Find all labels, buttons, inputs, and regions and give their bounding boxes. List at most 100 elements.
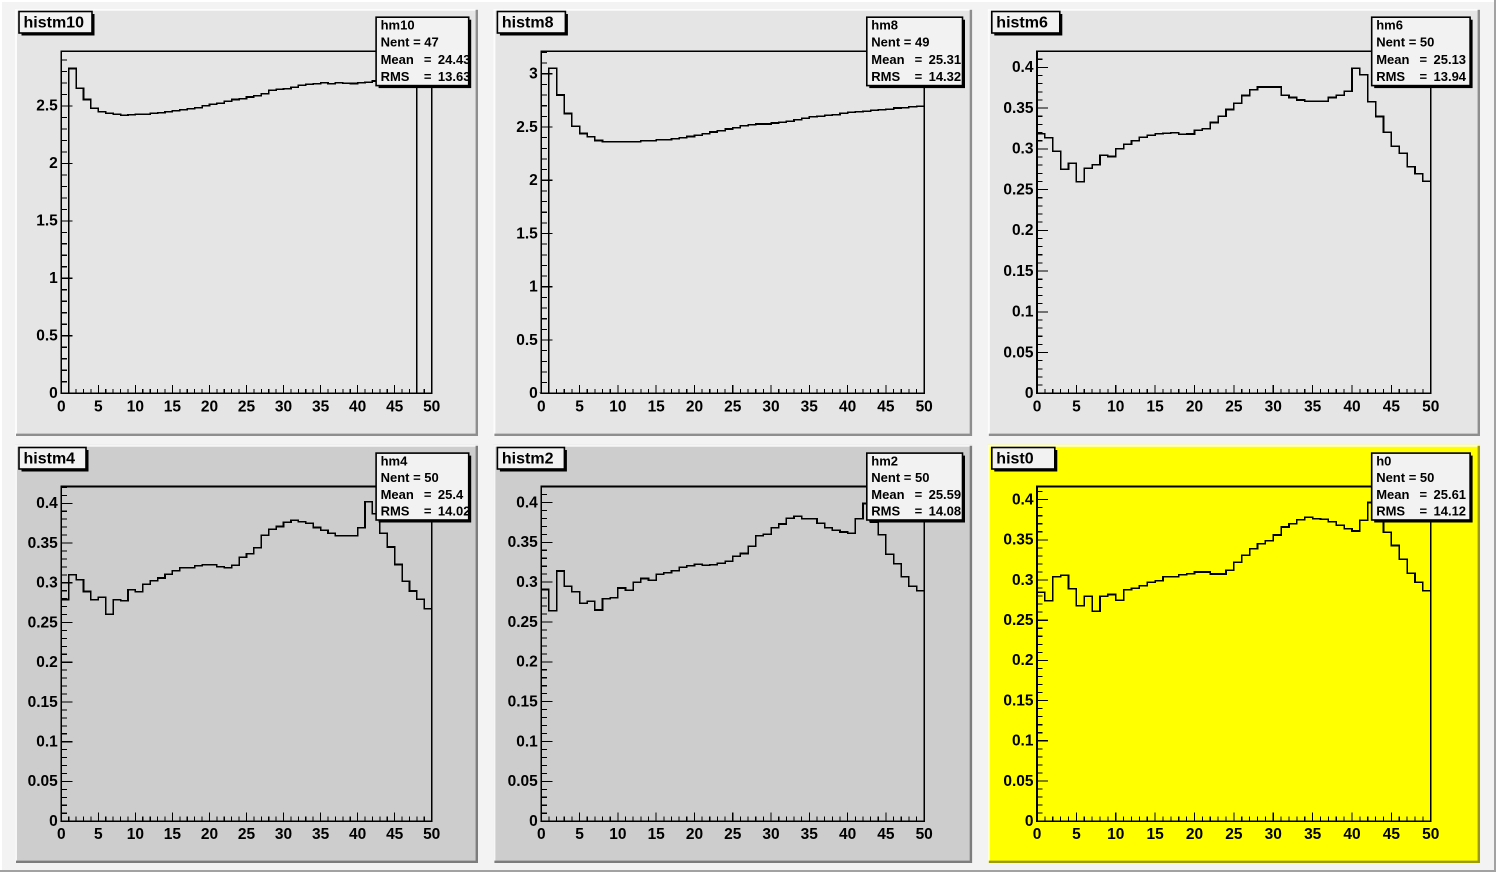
svg-text:1: 1 (529, 279, 538, 296)
svg-text:=: = (1420, 504, 1428, 519)
svg-text:0: 0 (57, 826, 66, 843)
svg-text:Mean: Mean (1376, 52, 1409, 67)
svg-text:20: 20 (201, 826, 218, 843)
svg-text:=: = (424, 487, 432, 502)
svg-text:1.5: 1.5 (36, 213, 58, 230)
svg-text:0.05: 0.05 (1003, 773, 1034, 790)
svg-text:0.05: 0.05 (1003, 344, 1034, 361)
svg-text:35: 35 (312, 826, 330, 843)
svg-text:1.5: 1.5 (516, 225, 538, 242)
svg-text:0.4: 0.4 (1012, 491, 1034, 508)
svg-text:hm2: hm2 (871, 454, 898, 469)
svg-text:20: 20 (686, 398, 703, 415)
svg-text:0: 0 (537, 398, 546, 415)
svg-text:RMS: RMS (871, 69, 900, 84)
svg-text:50: 50 (916, 398, 933, 415)
svg-text:RMS: RMS (1376, 504, 1405, 519)
svg-text:45: 45 (386, 826, 404, 843)
svg-text:0.4: 0.4 (36, 495, 58, 512)
svg-text:=: = (915, 52, 923, 67)
svg-text:30: 30 (1265, 398, 1282, 415)
svg-text:30: 30 (275, 826, 292, 843)
svg-text:=: = (424, 69, 432, 84)
svg-text:13.94: 13.94 (1434, 69, 1467, 84)
svg-text:0.15: 0.15 (1003, 692, 1034, 709)
svg-text:30: 30 (1265, 826, 1282, 843)
svg-text:Mean: Mean (871, 52, 904, 67)
svg-text:15: 15 (164, 398, 182, 415)
svg-text:=: = (915, 69, 923, 84)
svg-text:0.05: 0.05 (508, 773, 539, 790)
svg-text:0.2: 0.2 (1012, 222, 1034, 239)
svg-text:25: 25 (238, 826, 256, 843)
svg-text:10: 10 (1107, 398, 1124, 415)
svg-text:h0: h0 (1376, 454, 1391, 469)
svg-text:Nent = 47: Nent = 47 (381, 35, 439, 50)
svg-text:50: 50 (916, 826, 933, 843)
svg-text:0: 0 (1033, 398, 1042, 415)
svg-text:histm2: histm2 (502, 451, 554, 468)
svg-text:50: 50 (1422, 398, 1439, 415)
svg-text:20: 20 (1186, 826, 1203, 843)
svg-text:50: 50 (1422, 826, 1439, 843)
svg-text:0.25: 0.25 (508, 614, 539, 631)
svg-text:10: 10 (1107, 826, 1124, 843)
svg-text:30: 30 (762, 826, 779, 843)
svg-text:35: 35 (801, 398, 819, 415)
svg-text:45: 45 (386, 398, 404, 415)
svg-text:0: 0 (529, 813, 538, 830)
svg-text:0.5: 0.5 (516, 332, 538, 349)
svg-text:Mean: Mean (381, 52, 414, 67)
svg-text:0.15: 0.15 (28, 694, 59, 711)
svg-text:2: 2 (49, 155, 58, 172)
svg-text:=: = (1420, 487, 1428, 502)
svg-text:5: 5 (94, 398, 103, 415)
svg-text:0.35: 0.35 (28, 535, 59, 552)
svg-text:0.15: 0.15 (508, 693, 539, 710)
svg-text:histm4: histm4 (24, 451, 76, 468)
svg-text:=: = (424, 504, 432, 519)
svg-text:0.1: 0.1 (1012, 304, 1034, 321)
svg-text:0.3: 0.3 (1012, 141, 1034, 158)
svg-text:25.31: 25.31 (929, 52, 962, 67)
svg-text:5: 5 (575, 398, 584, 415)
svg-text:Mean: Mean (871, 487, 904, 502)
svg-text:0.4: 0.4 (516, 494, 538, 511)
svg-text:35: 35 (1304, 826, 1322, 843)
svg-text:2: 2 (529, 172, 538, 189)
svg-text:0: 0 (1025, 385, 1034, 402)
svg-text:40: 40 (349, 826, 366, 843)
svg-text:5: 5 (1072, 826, 1081, 843)
svg-text:25.61: 25.61 (1434, 487, 1467, 502)
svg-text:0.35: 0.35 (1003, 532, 1034, 549)
svg-text:20: 20 (1186, 398, 1203, 415)
svg-text:0.1: 0.1 (36, 734, 58, 751)
svg-text:35: 35 (1304, 398, 1322, 415)
svg-text:10: 10 (127, 398, 144, 415)
svg-text:0: 0 (57, 398, 66, 415)
svg-text:0: 0 (537, 826, 546, 843)
svg-text:0.3: 0.3 (1012, 572, 1034, 589)
svg-text:0.2: 0.2 (1012, 652, 1034, 669)
svg-text:25: 25 (1225, 398, 1243, 415)
svg-text:10: 10 (127, 826, 144, 843)
svg-text:25.13: 25.13 (1434, 52, 1467, 67)
svg-text:25.4: 25.4 (438, 487, 464, 502)
svg-text:0.3: 0.3 (516, 574, 538, 591)
svg-text:14.12: 14.12 (1434, 504, 1467, 519)
svg-text:14.08: 14.08 (929, 504, 962, 519)
svg-text:15: 15 (648, 398, 666, 415)
svg-text:0.4: 0.4 (1012, 59, 1034, 76)
svg-text:0.15: 0.15 (1003, 263, 1034, 280)
svg-text:0.35: 0.35 (1003, 100, 1034, 117)
svg-text:0: 0 (49, 385, 58, 402)
svg-text:0: 0 (529, 385, 538, 402)
svg-text:5: 5 (575, 826, 584, 843)
svg-text:40: 40 (349, 398, 366, 415)
svg-text:30: 30 (762, 398, 779, 415)
svg-text:Mean: Mean (381, 487, 414, 502)
svg-text:40: 40 (1343, 398, 1360, 415)
svg-text:RMS: RMS (381, 504, 410, 519)
svg-text:0.25: 0.25 (28, 614, 59, 631)
svg-text:30: 30 (275, 398, 292, 415)
